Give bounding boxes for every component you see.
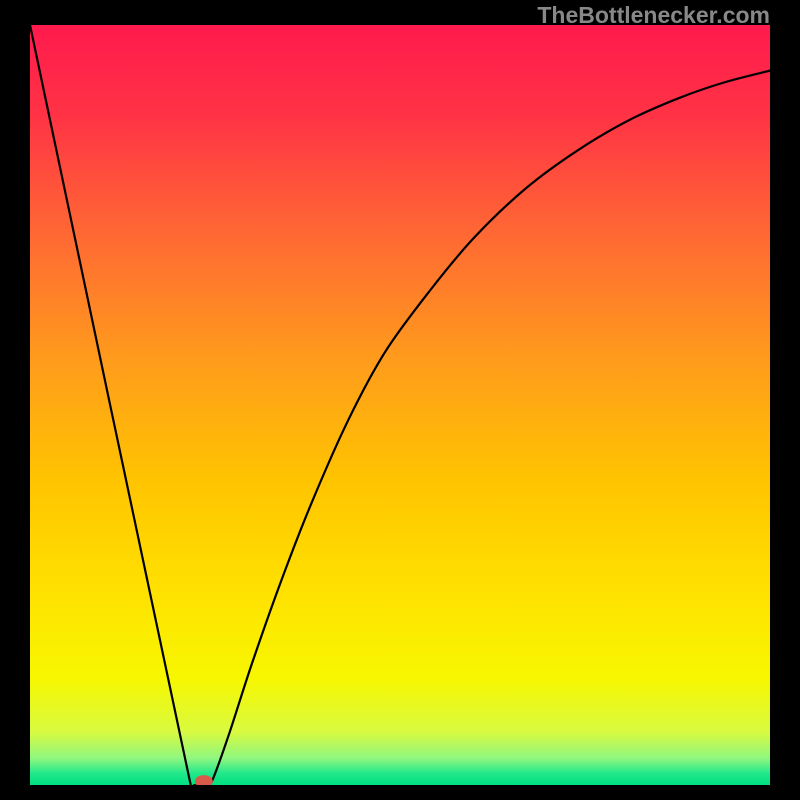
chart-container: TheBottlenecker.com bbox=[0, 0, 800, 800]
plot-area bbox=[30, 25, 770, 785]
watermark-text: TheBottlenecker.com bbox=[537, 2, 770, 29]
gradient-background bbox=[30, 25, 770, 785]
bottleneck-curve-chart bbox=[30, 25, 770, 785]
